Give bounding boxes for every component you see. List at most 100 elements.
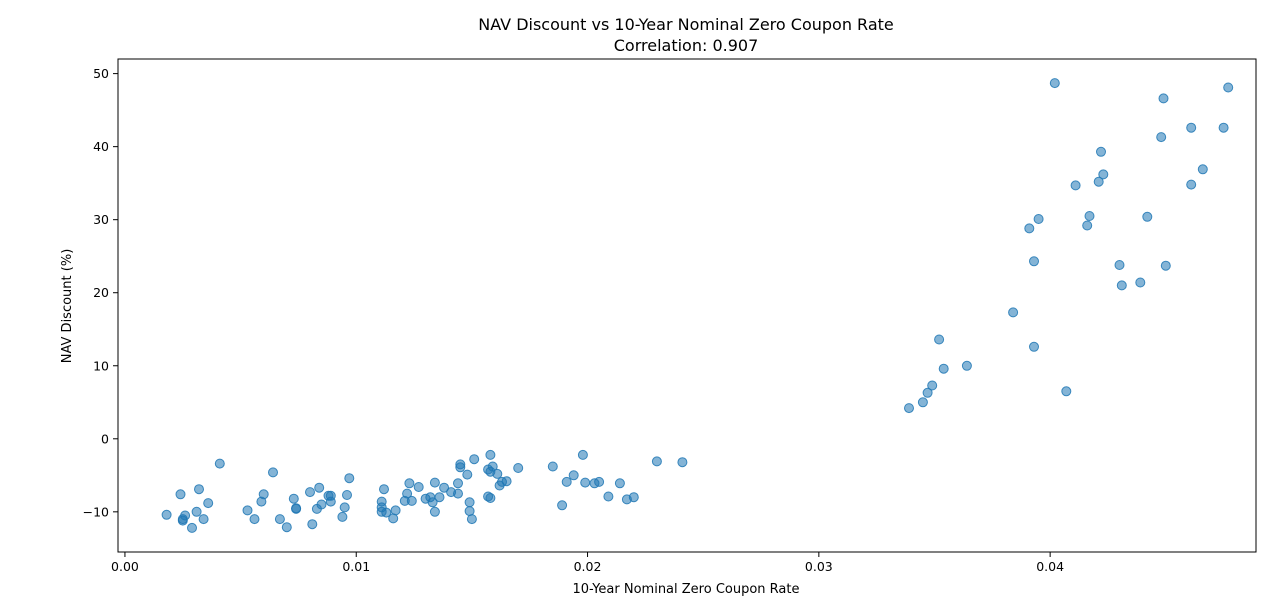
- scatter-point: [1070, 180, 1081, 191]
- scatter-point: [1218, 122, 1229, 133]
- scatter-point: [1114, 260, 1125, 270]
- scatter-point: [492, 468, 503, 479]
- scatter-point: [453, 488, 463, 499]
- x-tick-label: 0.03: [805, 559, 833, 574]
- chart-subtitle: Correlation: 0.907: [614, 36, 759, 55]
- scatter-point: [455, 459, 466, 470]
- scatter-point: [314, 482, 325, 493]
- scatter-point: [404, 478, 415, 489]
- scatter-point: [1049, 78, 1060, 89]
- scatter-point: [1186, 179, 1197, 190]
- scatter-point: [194, 484, 204, 495]
- scatter-point: [466, 514, 477, 525]
- scatter-point: [288, 493, 299, 504]
- y-tick-label: 30: [93, 212, 109, 227]
- y-tick-label: −10: [83, 504, 109, 519]
- scatter-point: [429, 506, 440, 517]
- scatter-point: [568, 470, 579, 481]
- scatter-point: [1142, 211, 1153, 222]
- scatter-point: [453, 478, 463, 489]
- scatter-point: [381, 507, 392, 518]
- scatter-point: [938, 363, 949, 374]
- scatter-point: [161, 509, 172, 520]
- scatter-point: [291, 503, 302, 514]
- scatter-point: [342, 490, 352, 500]
- scatter-point: [305, 487, 315, 498]
- y-tick-label: 10: [93, 358, 109, 373]
- scatter-point: [501, 476, 512, 487]
- scatter-point: [1033, 214, 1044, 224]
- scatter-point: [402, 488, 413, 499]
- scatter-point: [485, 449, 496, 460]
- scatter-point: [1061, 386, 1072, 397]
- scatter-points: [161, 78, 1234, 533]
- scatter-point: [904, 403, 914, 414]
- scatter-point: [469, 454, 480, 465]
- scatter-point: [580, 477, 591, 488]
- scatter-point: [379, 484, 389, 495]
- x-axis: 0.00 0.01 0.02 0.03 0.04: [111, 552, 1064, 574]
- scatter-point: [281, 522, 292, 533]
- scatter-point: [1116, 280, 1127, 291]
- scatter-point: [1098, 169, 1109, 180]
- scatter-point: [614, 478, 625, 489]
- scatter-point: [677, 457, 688, 468]
- scatter-point: [547, 461, 558, 472]
- scatter-point: [325, 490, 336, 501]
- scatter-point: [258, 489, 269, 500]
- scatter-point: [376, 496, 387, 507]
- scatter-point: [242, 505, 253, 516]
- x-tick-label: 0.00: [111, 559, 139, 574]
- scatter-point: [1082, 220, 1093, 231]
- plot-area: [117, 58, 1257, 553]
- scatter-point: [1135, 277, 1146, 288]
- scatter-point: [434, 492, 445, 503]
- scatter-point: [390, 505, 401, 516]
- scatter-point: [1158, 93, 1169, 104]
- scatter-point: [439, 482, 450, 493]
- scatter-point: [917, 397, 928, 408]
- y-tick-label: 20: [93, 285, 109, 300]
- scatter-point: [922, 387, 933, 398]
- scatter-point: [175, 489, 186, 500]
- scatter-point: [429, 477, 440, 488]
- scatter-point: [561, 476, 572, 487]
- scatter-point: [1093, 176, 1104, 187]
- scatter-point: [487, 461, 498, 472]
- scatter-point: [180, 510, 191, 521]
- x-tick-label: 0.02: [574, 559, 602, 574]
- scatter-point: [214, 458, 225, 469]
- scatter-point: [187, 522, 197, 533]
- scatter-point: [344, 473, 355, 484]
- scatter-point: [249, 514, 260, 525]
- x-tick-label: 0.04: [1036, 559, 1064, 574]
- scatter-point: [316, 499, 327, 510]
- scatter-point: [934, 334, 945, 345]
- scatter-point: [651, 456, 662, 467]
- scatter-point: [577, 449, 588, 460]
- scatter-point: [1197, 164, 1208, 175]
- x-axis-label: 10-Year Nominal Zero Coupon Rate: [573, 582, 800, 597]
- chart-title: NAV Discount vs 10-Year Nominal Zero Cou…: [478, 15, 893, 34]
- scatter-point: [628, 492, 639, 503]
- scatter-point: [594, 476, 605, 487]
- x-tick-label: 0.01: [342, 559, 370, 574]
- scatter-point: [274, 514, 285, 525]
- y-tick-label: 40: [93, 139, 109, 154]
- scatter-point: [464, 497, 475, 508]
- y-tick-label: 0: [101, 431, 109, 446]
- scatter-point: [413, 482, 424, 492]
- scatter-point: [1029, 256, 1039, 267]
- scatter-point: [1084, 211, 1095, 221]
- y-axis: −10 0 10 20 30 40 50: [83, 66, 118, 519]
- scatter-point: [191, 506, 202, 517]
- scatter-point: [462, 469, 473, 480]
- scatter-point: [337, 511, 348, 522]
- scatter-point: [1096, 146, 1106, 157]
- scatter-point: [1008, 307, 1019, 318]
- scatter-point: [1160, 260, 1171, 271]
- scatter-point: [1156, 132, 1167, 143]
- scatter-point: [1029, 341, 1039, 352]
- y-axis-label: NAV Discount (%): [60, 249, 75, 364]
